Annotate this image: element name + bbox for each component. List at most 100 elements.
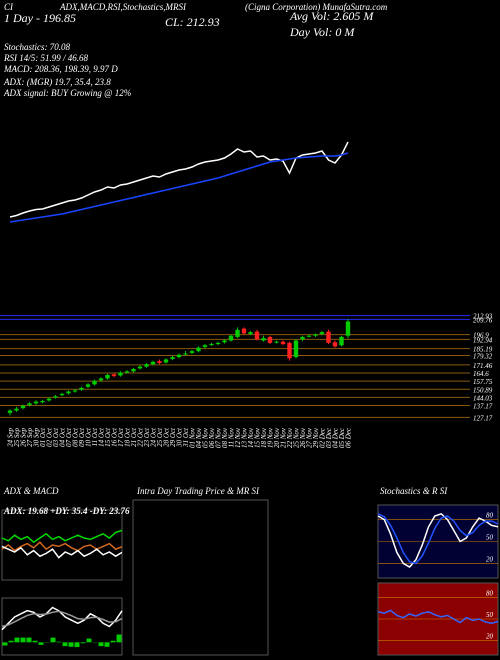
candle-body — [202, 345, 208, 348]
candle-body — [222, 340, 227, 343]
panel-background — [1, 597, 123, 656]
candle-body — [332, 342, 338, 347]
line-series — [1, 610, 123, 628]
x-tick-label: 06 Dec — [345, 427, 353, 448]
line-series — [1, 529, 123, 544]
candle-body — [118, 372, 123, 376]
line-series — [1, 545, 123, 559]
y-tick-label: 192.94 — [473, 336, 493, 344]
candle-body — [339, 336, 344, 346]
line-series — [377, 609, 499, 625]
y-tick-label: 212.93 — [473, 313, 493, 321]
indicators: ADX,MACD,RSI,Stochastics,MRSI — [59, 2, 187, 12]
histogram-bar — [8, 640, 14, 643]
histogram-bar — [50, 637, 56, 643]
histogram-bar — [38, 642, 44, 645]
candle-body — [313, 334, 318, 336]
candle-body — [345, 321, 351, 336]
histogram-bar — [110, 640, 116, 643]
candle-body — [215, 342, 221, 345]
histogram-bar — [80, 642, 86, 644]
candle-body — [53, 396, 58, 398]
x-tick-label: 04 Dec — [332, 427, 340, 448]
candle-body — [137, 366, 143, 369]
x-tick-label: 09 Oct — [78, 427, 86, 447]
histogram-bar — [32, 640, 38, 643]
x-tick-label: 07 Oct — [65, 427, 73, 447]
candle-body — [92, 380, 97, 385]
x-tick-label: 12 Nov — [234, 427, 242, 448]
candle-body — [85, 384, 91, 387]
candle-body — [14, 408, 19, 411]
day-price: 1 Day - 196.85 — [4, 11, 76, 25]
candle-body — [157, 361, 162, 364]
x-tick-label: 21 Oct — [130, 427, 138, 447]
x-tick-label: 11 Oct — [91, 427, 99, 446]
y-tick-label: 164.6 — [473, 370, 489, 378]
panel-title: Intra Day Trading Price & MR SI — [136, 486, 260, 496]
x-tick-label: 27 Nov — [306, 427, 314, 448]
candle-body — [150, 361, 156, 365]
y-tick-label: 179.32 — [473, 353, 493, 361]
x-tick-label: 15 Oct — [104, 427, 112, 447]
x-tick-label: 06 Nov — [208, 427, 216, 448]
x-tick-label: 04 Nov — [195, 427, 203, 448]
line-series — [1, 541, 123, 552]
panel-title: Stochastics & R SI — [380, 486, 448, 496]
stochastics-value: Stochastics: 70.08 — [4, 42, 70, 52]
x-tick-label: 29 Oct — [169, 427, 177, 447]
x-tick-label: 17 Oct — [117, 427, 125, 447]
x-tick-label: 25 Oct — [156, 427, 164, 447]
x-tick-label: 02 Dec — [319, 427, 327, 448]
x-tick-label: 19 Nov — [267, 427, 275, 448]
y-tick-label: 137.17 — [473, 403, 493, 411]
adx-value: ADX: (MGR) 19.7, 35.4, 23.8 — [3, 77, 111, 87]
x-tick-label: 01 Nov — [189, 427, 197, 448]
histogram-bar — [26, 637, 32, 643]
candle-body — [111, 374, 117, 377]
histogram-bar — [74, 642, 80, 648]
x-tick-label: 04 Oct — [59, 427, 67, 447]
line-series — [377, 513, 499, 565]
candle-body — [189, 351, 195, 353]
x-tick-label: 22 Nov — [286, 427, 294, 448]
panel-subtitle: ADX: 19.68 +DY: 35.4 -DY: 23.76 — [3, 506, 130, 516]
intraday-panel — [132, 499, 269, 656]
y-tick-label: 185.19 — [473, 346, 493, 354]
x-tick-label: 20 Nov — [273, 427, 281, 448]
y-tick-label: 20 — [486, 633, 494, 641]
x-tick-label: 28 Oct — [163, 427, 171, 447]
candle-body — [144, 364, 149, 367]
candle-body — [248, 332, 253, 334]
x-tick-label: 26 Sep — [20, 428, 28, 447]
macd-value: MACD: 208.36, 198.39, 9.97 D — [3, 64, 118, 74]
y-tick-label: 50 — [486, 534, 494, 542]
x-tick-label: 03 Oct — [52, 427, 60, 447]
x-tick-label: 13 Nov — [241, 427, 249, 448]
x-tick-label: 02 Oct — [46, 427, 54, 447]
candle-body — [79, 387, 84, 390]
candle-body — [326, 331, 331, 343]
x-tick-label: 30 Sep — [33, 428, 41, 448]
candle-body — [176, 354, 182, 358]
x-tick-label: 24 Oct — [150, 427, 158, 447]
x-tick-label: 11 Nov — [228, 427, 236, 447]
candle-body — [163, 359, 169, 363]
y-tick-label: 144.03 — [473, 394, 493, 402]
x-tick-label: 29 Nov — [312, 427, 320, 448]
x-tick-label: 10 Oct — [85, 427, 93, 447]
candle-body — [261, 338, 266, 341]
line-series — [9, 152, 349, 223]
y-tick-label: 150.89 — [473, 386, 493, 394]
adx-signal: ADX signal: BUY Growing @ 12% — [3, 88, 131, 98]
candle-body — [235, 329, 240, 337]
y-tick-label: 209.76 — [473, 316, 493, 324]
x-tick-label: 16 Oct — [111, 427, 119, 447]
candle-body — [131, 368, 136, 372]
candle-body — [59, 393, 65, 396]
y-tick-label: 157.75 — [473, 378, 493, 386]
line-series — [9, 141, 349, 218]
y-tick-label: 80 — [486, 589, 494, 597]
candle-body — [72, 390, 78, 392]
